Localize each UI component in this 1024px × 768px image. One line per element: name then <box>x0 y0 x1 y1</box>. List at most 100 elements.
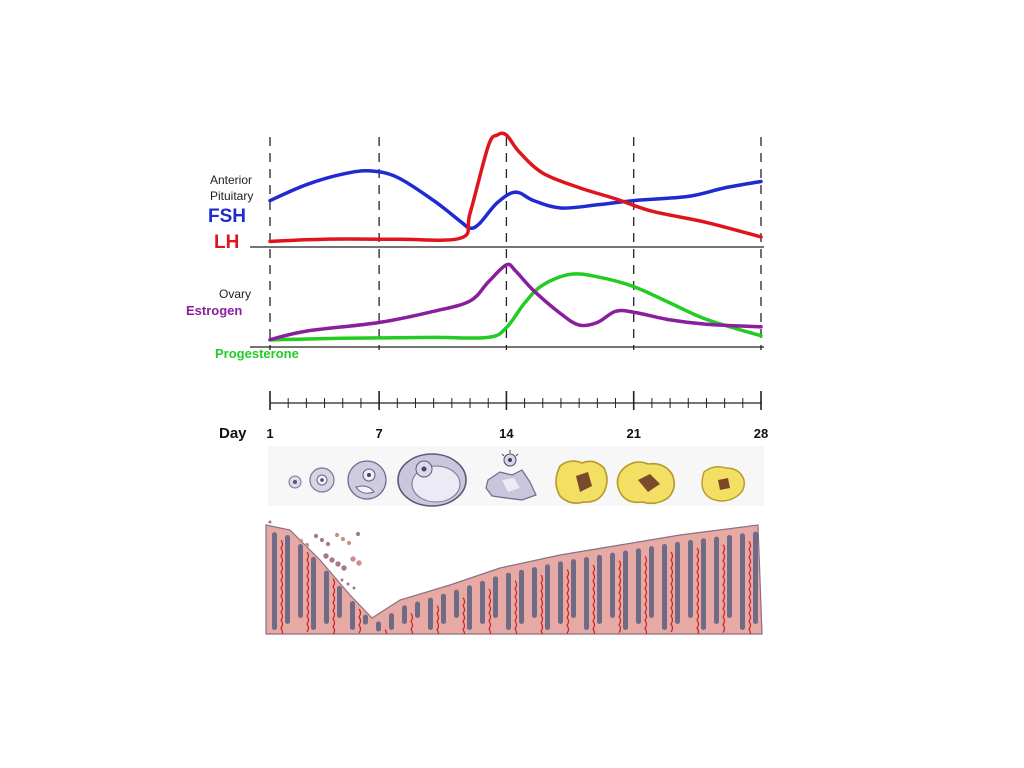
primary-follicle-icon <box>309 467 335 493</box>
menstrual-shedding <box>268 520 362 590</box>
shed-particle <box>350 556 356 562</box>
shed-particle <box>355 531 361 537</box>
gland <box>662 544 667 630</box>
gland <box>324 570 329 624</box>
shed-particle <box>329 557 335 563</box>
gland <box>714 536 719 624</box>
gland <box>402 605 407 624</box>
corpus-luteum-mature-icon <box>616 461 676 505</box>
spiral-artery <box>410 613 414 634</box>
gland <box>571 559 576 618</box>
shed-particle <box>304 542 310 548</box>
shed-particle <box>335 561 341 567</box>
secondary-follicle-icon <box>347 460 387 500</box>
gland <box>350 601 355 630</box>
day-tick-label-28: 28 <box>754 426 768 441</box>
shed-particle <box>313 533 319 539</box>
gland <box>285 534 290 624</box>
gland <box>519 569 524 624</box>
gland <box>415 601 420 618</box>
gland <box>272 532 277 630</box>
gland <box>558 561 563 624</box>
graafian-follicle-icon <box>397 453 467 507</box>
spiral-artery <box>436 605 440 634</box>
day-ticks <box>269 391 762 410</box>
label-lh: LH <box>214 232 239 253</box>
spiral-artery <box>306 551 310 633</box>
gland <box>584 557 589 630</box>
gland <box>649 546 654 618</box>
day-tick-label-14: 14 <box>499 426 514 441</box>
ovulation-icon <box>485 450 537 501</box>
lh-curve <box>268 131 763 244</box>
spiral-artery <box>696 547 700 634</box>
gland <box>740 533 745 630</box>
gland <box>467 585 472 630</box>
follicle-development-row <box>268 446 764 507</box>
spiral-artery <box>644 555 648 634</box>
shed-particle <box>356 560 362 566</box>
gland <box>454 589 459 618</box>
shed-particle <box>341 565 347 571</box>
day-tick-label-21: 21 <box>626 426 640 441</box>
label-anterior: Anterior <box>210 173 252 187</box>
primordial-follicle-icon <box>288 475 302 489</box>
gland <box>441 593 446 624</box>
gland <box>389 613 394 630</box>
shed-particle <box>334 532 340 538</box>
gland <box>311 557 316 630</box>
label-day: Day <box>219 425 247 442</box>
gland <box>545 564 550 630</box>
fsh-curve <box>268 169 763 231</box>
day-tick-labels: 1 7 14 21 28 <box>266 426 768 441</box>
spiral-artery <box>358 608 362 634</box>
day-tick-label-1: 1 <box>266 426 273 441</box>
shed-particle <box>268 520 272 524</box>
label-fsh: FSH <box>208 206 246 227</box>
shed-particle <box>298 538 304 544</box>
shed-particle <box>352 586 356 590</box>
shed-particle <box>340 536 346 542</box>
gland <box>506 572 511 630</box>
gland <box>480 580 485 624</box>
spiral-artery <box>722 544 726 634</box>
gland <box>610 552 615 618</box>
gland <box>298 544 303 618</box>
endometrium-lining <box>265 520 763 635</box>
spiral-artery <box>540 574 544 634</box>
shed-particle <box>325 541 331 547</box>
gland <box>428 597 433 630</box>
corpus-albicans-icon <box>701 465 745 502</box>
day-tick-label-7: 7 <box>375 426 382 441</box>
gland <box>363 614 368 625</box>
estrogen-curve <box>268 262 763 342</box>
gland <box>623 550 628 630</box>
shed-particle <box>346 582 350 586</box>
shed-particle <box>323 553 329 559</box>
corpus-luteum-icon <box>555 460 608 504</box>
endometrial-glands <box>272 531 758 634</box>
day-axis: Day 1 7 14 21 28 <box>219 391 768 442</box>
spiral-artery <box>280 539 284 634</box>
spiral-artery <box>670 551 674 633</box>
spiral-artery <box>618 560 622 634</box>
gland <box>701 538 706 630</box>
shed-particle <box>346 540 352 546</box>
gland <box>675 541 680 624</box>
gland <box>636 548 641 624</box>
spiral-artery <box>384 629 388 634</box>
spiral-artery <box>488 588 492 634</box>
spiral-artery <box>748 540 752 634</box>
label-pituitary: Pituitary <box>210 189 253 203</box>
gland <box>532 567 537 618</box>
gland <box>597 554 602 624</box>
gland <box>753 531 758 624</box>
spiral-artery <box>566 569 570 634</box>
progesterone-curve <box>268 272 763 342</box>
spiral-artery <box>514 580 518 634</box>
spiral-artery <box>592 564 596 634</box>
spiral-artery <box>462 597 466 634</box>
gland <box>727 534 732 618</box>
hormone-chart: Anterior Pituitary FSH LH Ovary Estrogen… <box>186 131 764 361</box>
label-estrogen: Estrogen <box>186 303 242 318</box>
